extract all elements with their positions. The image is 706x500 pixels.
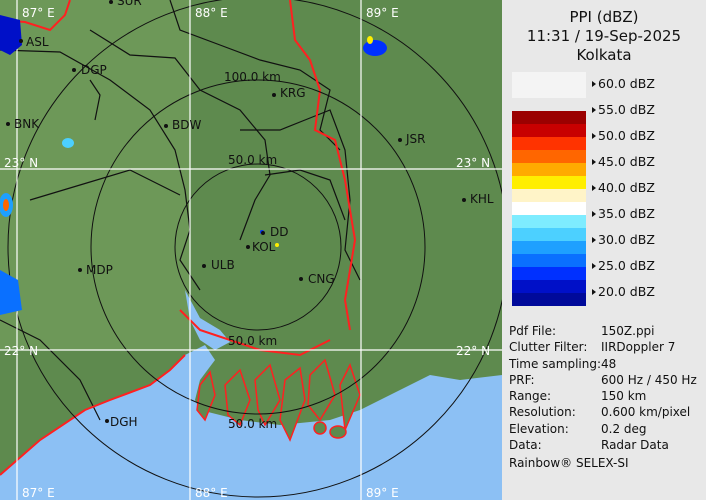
lon-label-89-bottom: 89° E	[366, 486, 399, 500]
lon-label-87-bottom: 87° E	[22, 486, 55, 500]
info-value: 0.2 deg	[601, 421, 647, 436]
legend-label: 35.0 dBZ	[592, 206, 655, 221]
info-row: Data: Radar Data	[509, 437, 697, 453]
legend-swatch	[512, 150, 586, 163]
legend-swatch	[512, 85, 586, 98]
land-west-light	[0, 0, 190, 350]
lat-label-23-right: 23° N	[456, 156, 490, 170]
info-row: Time sampling: 48	[509, 356, 697, 372]
info-key: Resolution:	[509, 405, 576, 420]
lon-label-87-top: 87° E	[22, 6, 55, 20]
legend-label: 45.0 dBZ	[592, 154, 655, 169]
info-row: Range: 150 km	[509, 388, 697, 404]
city-jsr: JSR	[405, 132, 426, 146]
ring-label-50km-top: 50.0 km	[228, 153, 277, 167]
city-khl: KHL	[470, 192, 494, 206]
legend-label: 50.0 dBZ	[592, 128, 655, 143]
info-value: 150 km	[601, 389, 647, 404]
radar-map: 100.0 km 50.0 km 50.0 km 50.0 km 87° E 8…	[0, 0, 502, 500]
radar-info: Pdf File: 150Z.ppi Clutter Filter: IIRDoppl…	[509, 323, 697, 472]
station-name: Kolkata	[576, 46, 632, 64]
city-mdp: MDP	[86, 263, 113, 277]
range-ring-labels: 100.0 km 50.0 km 50.0 km 50.0 km	[224, 70, 281, 431]
info-key: Clutter Filter:	[509, 340, 588, 355]
info-row: Clutter Filter: IIRDoppler 7	[509, 339, 697, 355]
lon-label-88-top: 88° E	[195, 6, 228, 20]
legend-swatch	[512, 163, 586, 176]
info-key: Pdf File:	[509, 324, 557, 338]
legend-swatch	[512, 215, 586, 228]
legend-swatch	[512, 202, 586, 215]
info-key: PRF:	[509, 372, 535, 387]
info-key: Data:	[509, 438, 542, 453]
city-bdw: BDW	[172, 118, 201, 132]
lat-label-22-left: 22° N	[4, 344, 38, 358]
legend-swatch	[512, 111, 586, 124]
ring-label-bottom: 50.0 km	[228, 417, 277, 431]
legend-label: 30.0 dBZ	[592, 232, 655, 247]
city-dd: DD	[270, 225, 288, 239]
city-bnk: BNK	[14, 117, 40, 131]
city-cng: CNG	[308, 272, 335, 286]
info-key: Range:	[509, 389, 552, 404]
info-panel: PPI (dBZ) 11:31 / 19-Sep-2025 Kolkata 60…	[502, 0, 706, 500]
ring-label-100km: 100.0 km	[224, 70, 281, 84]
info-value: 0.600 km/pixel	[601, 405, 691, 420]
legend-swatch	[512, 280, 586, 293]
title-block: PPI (dBZ) 11:31 / 19-Sep-2025 Kolkata	[502, 8, 706, 65]
info-value: 150Z.ppi	[601, 324, 655, 338]
lon-label-88-bottom: 88° E	[195, 486, 228, 500]
legend-label: 40.0 dBZ	[592, 180, 655, 195]
radar-echoes	[0, 15, 387, 315]
legend-swatch	[512, 72, 586, 85]
city-kol: KOL	[252, 240, 276, 254]
range-rings	[7, 0, 502, 498]
ring-label-50km-bottom: 50.0 km	[228, 334, 277, 348]
lat-label-23-left: 23° N	[4, 156, 38, 170]
info-row: PRF: 600 Hz / 450 Hz	[509, 372, 697, 388]
sundarbans-islands	[196, 358, 361, 442]
lat-lon-grid	[0, 0, 502, 500]
city-asl: ASL	[26, 35, 49, 49]
info-value: 48	[601, 356, 617, 371]
cities: SUR ASL DGP BNK BDW KRG JSR KHL DD KOL U…	[6, 0, 494, 429]
legend-label: 25.0 dBZ	[592, 258, 655, 273]
legend-label: 55.0 dBZ	[592, 102, 655, 117]
info-row: Elevation: 0.2 deg	[509, 421, 697, 437]
product-title: PPI (dBZ)	[569, 8, 639, 26]
legend-label: 20.0 dBZ	[592, 284, 655, 299]
city-ulb: ULB	[211, 258, 235, 272]
legend-swatch	[512, 228, 586, 241]
legend-label: 60.0 dBZ	[592, 76, 655, 91]
info-key: Elevation:	[509, 421, 569, 436]
legend-swatch	[512, 241, 586, 254]
river-hooghly	[185, 290, 230, 350]
legend-swatch	[512, 293, 586, 306]
lat-label-22-right: 22° N	[456, 344, 490, 358]
sea	[0, 345, 502, 500]
info-value: 600 Hz / 450 Hz	[601, 372, 697, 387]
legend-swatch	[512, 267, 586, 280]
lon-label-89-top: 89° E	[366, 6, 399, 20]
city-krg: KRG	[280, 86, 306, 100]
district-boundaries	[0, 0, 361, 421]
legend-swatch	[512, 176, 586, 189]
info-row: Pdf File: 150Z.ppi	[509, 323, 697, 339]
info-row: Resolution: 0.600 km/pixel	[509, 404, 697, 420]
datetime: 11:31 / 19-Sep-2025	[526, 27, 682, 45]
city-dgh: DGH	[110, 415, 138, 429]
grid-labels: 87° E 88° E 89° E 87° E 88° E 89° E 23° …	[4, 6, 490, 500]
legend-swatch	[512, 254, 586, 267]
info-key: Time sampling:	[509, 356, 602, 371]
city-dgp: DGP	[81, 63, 107, 77]
legend-swatch	[512, 137, 586, 150]
info-value: IIRDoppler 7	[601, 340, 676, 355]
info-value: Radar Data	[601, 438, 669, 453]
legend-swatch	[512, 189, 586, 202]
legend-swatch	[512, 124, 586, 137]
city-sur: SUR	[117, 0, 142, 8]
bangladesh-border	[0, 0, 357, 476]
vendor-footer: Rainbow® SELEX-SI	[509, 456, 629, 471]
